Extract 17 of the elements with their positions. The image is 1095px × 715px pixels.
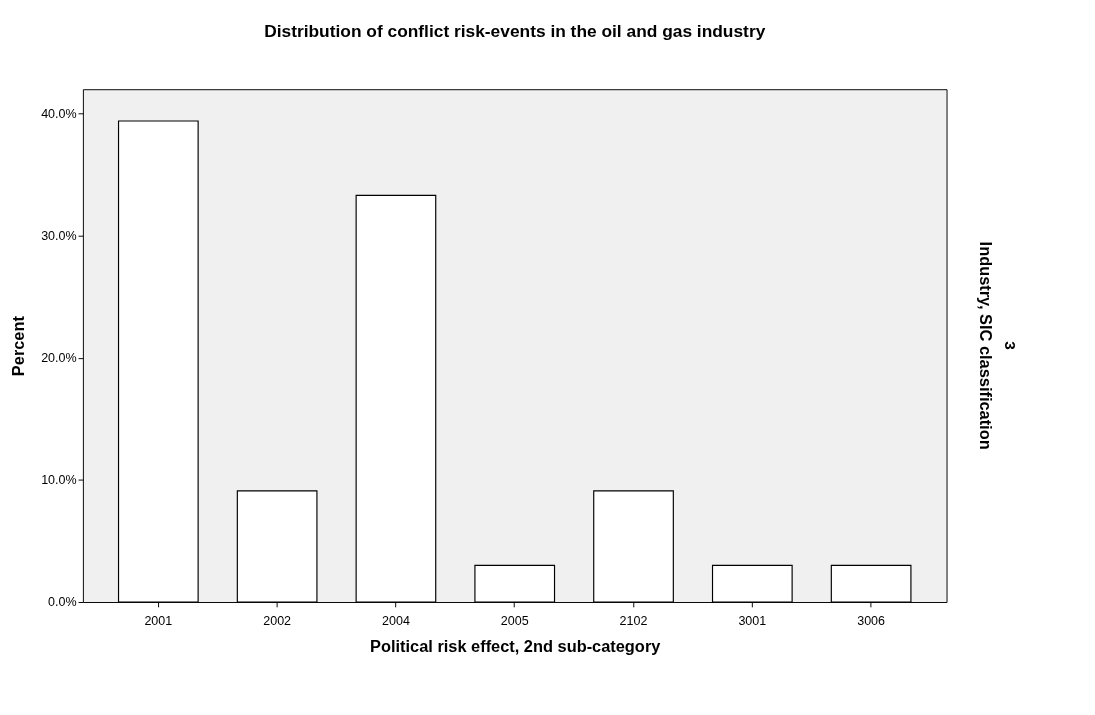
x-tick-label: 2102 bbox=[619, 613, 648, 628]
x-tick-label: 2005 bbox=[500, 613, 529, 628]
y-axis-title: Percent bbox=[8, 315, 27, 377]
y-tick-label: 40.0% bbox=[41, 106, 77, 121]
chart-title: Distribution of conflict risk-events in the oil and gas industry bbox=[264, 21, 766, 42]
x-tick-label: 3006 bbox=[857, 613, 886, 628]
x-tick-label: 2004 bbox=[382, 613, 410, 628]
y-tick-label: 10.0% bbox=[41, 473, 77, 488]
text: 3 bbox=[1002, 341, 1020, 351]
y-tick-label: 30.0% bbox=[41, 229, 77, 244]
x-tick-label: 3001 bbox=[738, 613, 767, 628]
y-tick-label: 0.0% bbox=[48, 595, 77, 610]
x-axis-title: Political risk effect, 2nd sub-category bbox=[370, 636, 662, 655]
x-tick-label: 2001 bbox=[144, 613, 173, 628]
y-tick-label: 20.0% bbox=[41, 351, 77, 366]
text: Industry, SIC classification bbox=[977, 241, 996, 450]
x-tick-label: 2002 bbox=[263, 613, 292, 628]
